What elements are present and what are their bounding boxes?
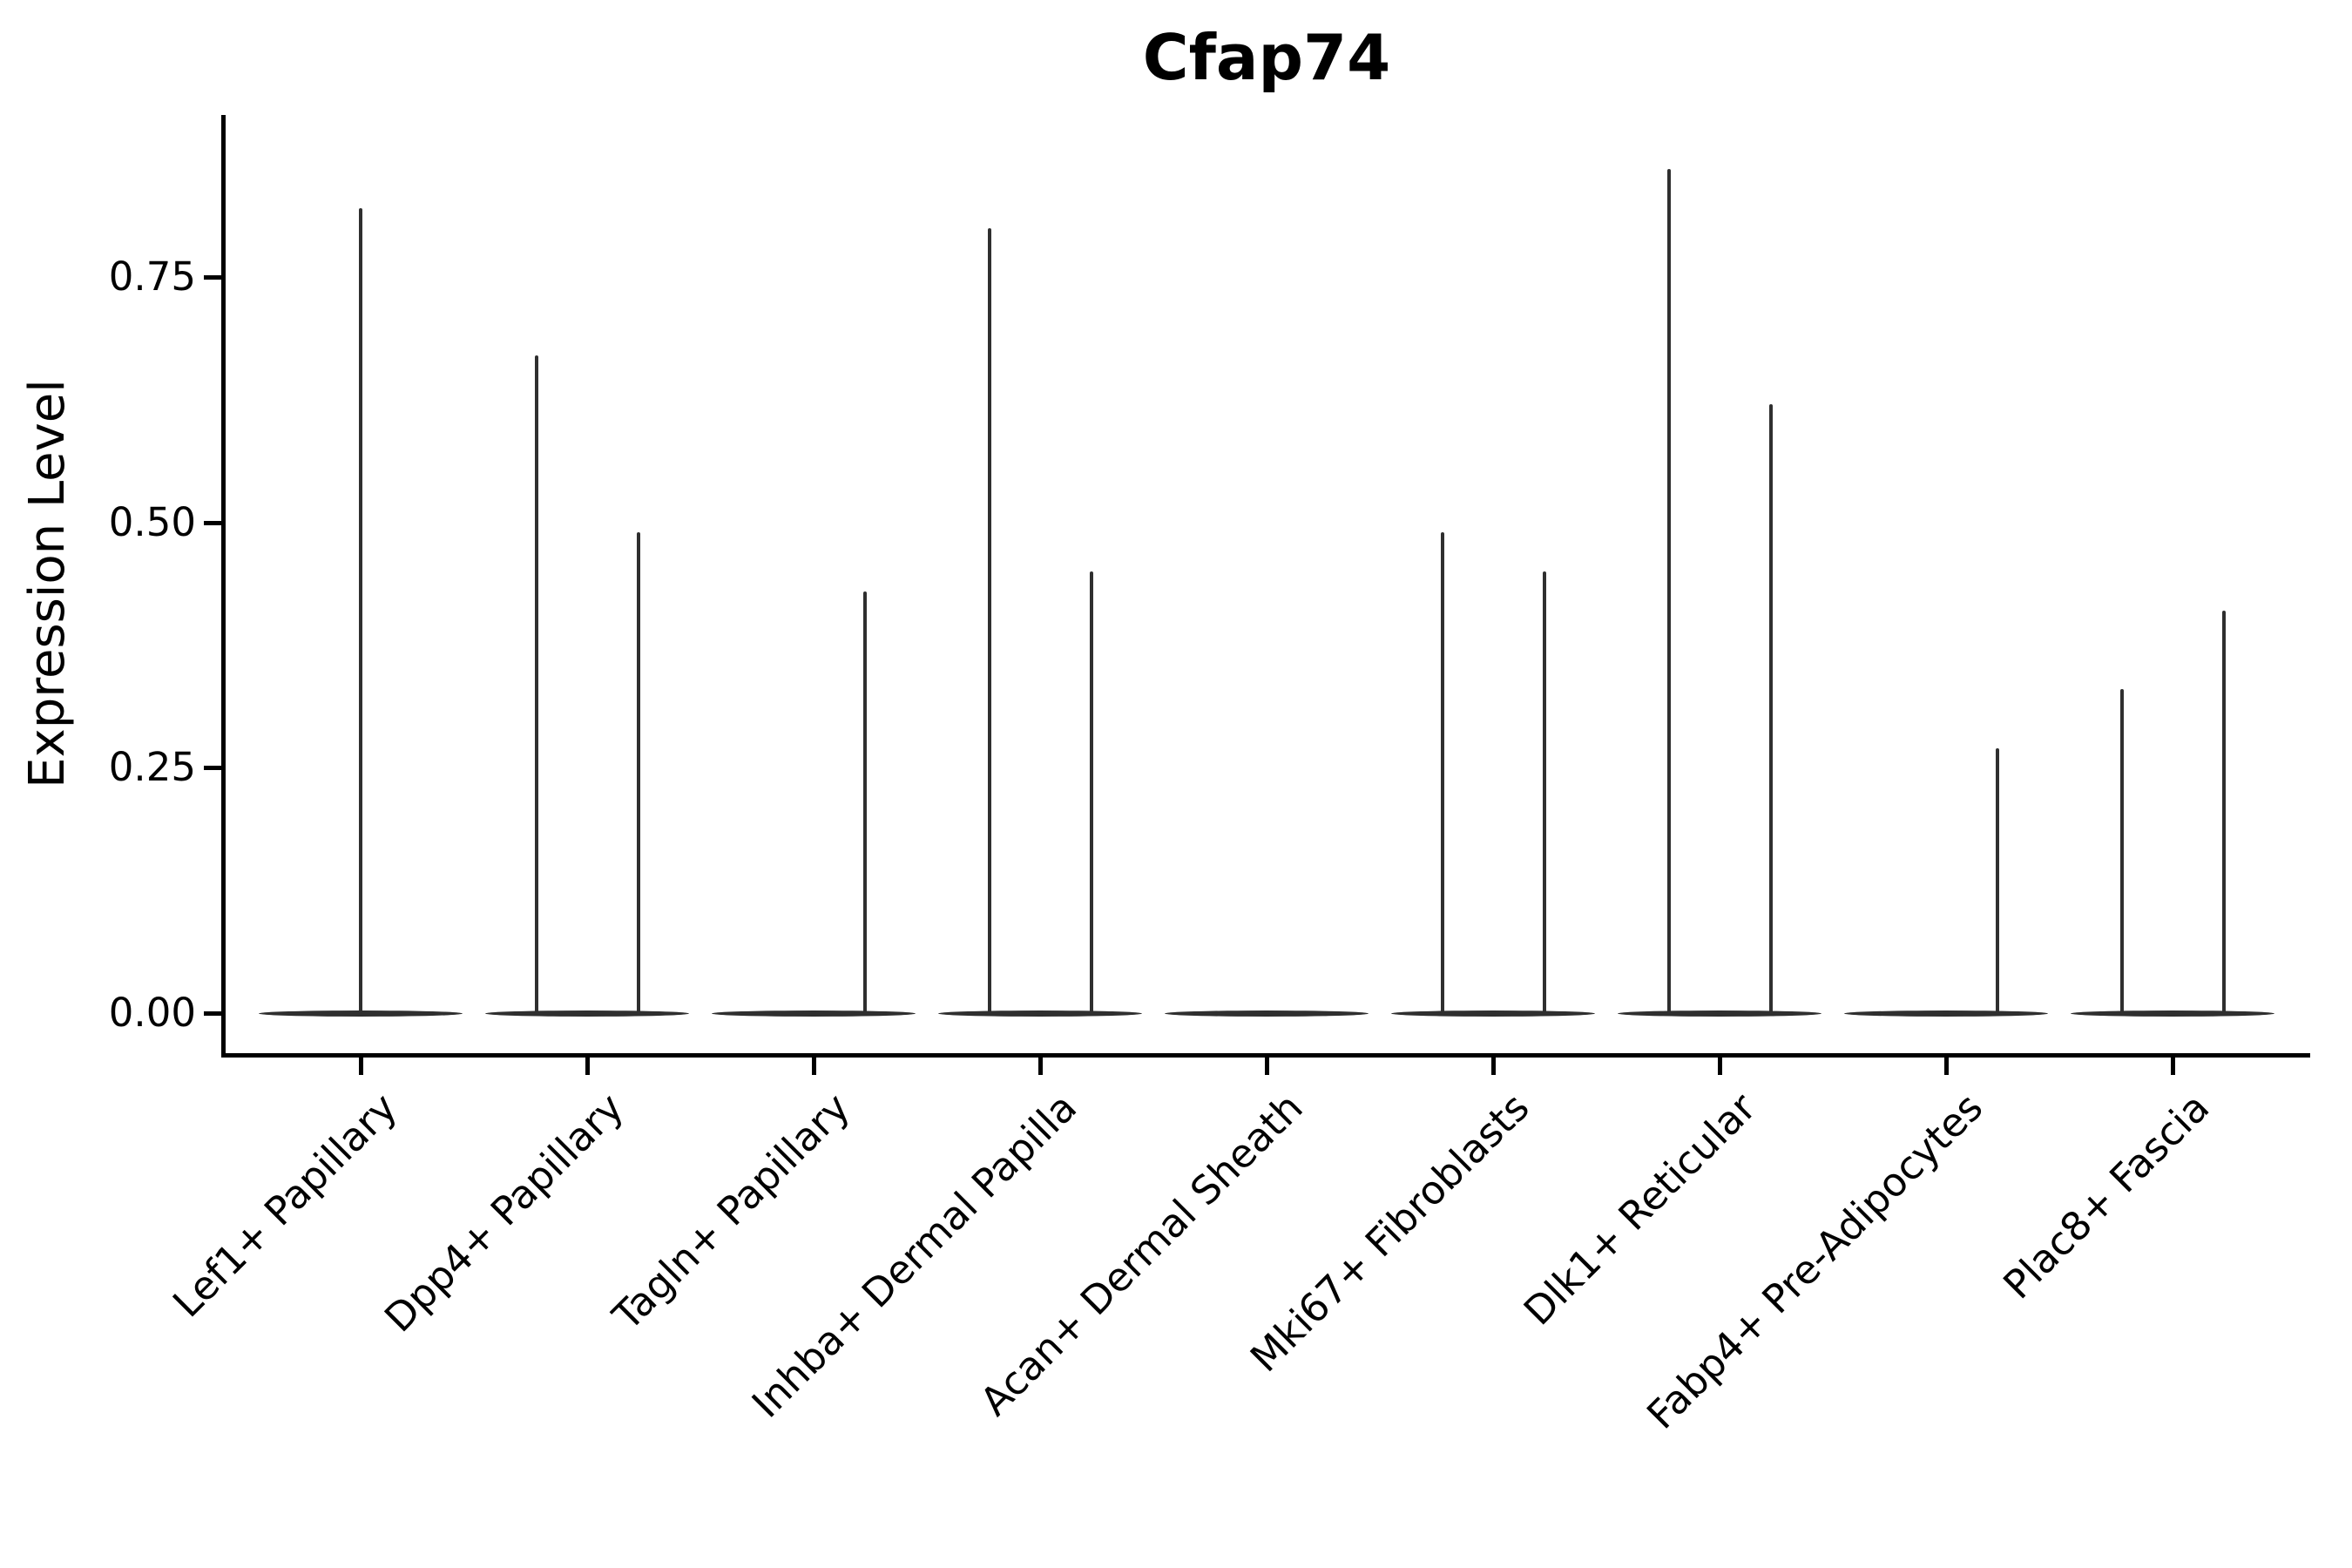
violin-spike bbox=[1666, 169, 1671, 1014]
violin-spike bbox=[1995, 747, 1999, 1014]
y-tick bbox=[204, 766, 221, 771]
x-tick bbox=[1491, 1058, 1496, 1075]
y-axis-spine bbox=[221, 115, 226, 1058]
x-tick bbox=[1265, 1058, 1269, 1075]
figure-title: Cfap74 bbox=[1142, 21, 1391, 94]
violin-spike bbox=[534, 355, 538, 1014]
violin-spike bbox=[862, 591, 867, 1014]
y-tick-label: 0.50 bbox=[108, 498, 196, 545]
x-axis-spine bbox=[221, 1053, 2310, 1058]
x-tick bbox=[2171, 1058, 2175, 1075]
violin-baseline bbox=[1844, 1010, 2048, 1017]
violin-baseline bbox=[1391, 1010, 1595, 1017]
violin-baseline bbox=[1618, 1010, 1821, 1017]
violin-spike bbox=[359, 208, 362, 1014]
x-tick bbox=[1718, 1058, 1722, 1075]
y-tick bbox=[204, 1011, 221, 1016]
x-axis-category-label: Dlk1+ Reticular bbox=[1515, 1084, 1766, 1335]
violin-baseline bbox=[938, 1010, 1142, 1017]
x-tick bbox=[1038, 1058, 1043, 1075]
y-tick-label: 0.25 bbox=[108, 744, 196, 791]
violin-spike bbox=[1440, 531, 1444, 1014]
violin-spike bbox=[1089, 571, 1093, 1014]
violin-spike bbox=[2119, 689, 2124, 1014]
violin-spike bbox=[636, 531, 640, 1014]
y-tick-label: 0.75 bbox=[108, 253, 196, 300]
x-tick bbox=[812, 1058, 816, 1075]
y-tick-label: 0.00 bbox=[108, 990, 196, 1036]
x-tick bbox=[585, 1058, 590, 1075]
x-axis-category-label: Plac8+ Fascia bbox=[1994, 1084, 2219, 1308]
violin-baseline bbox=[2071, 1010, 2274, 1017]
y-tick bbox=[204, 520, 221, 525]
x-axis-category-label: Dpp4+ Papillary bbox=[375, 1084, 633, 1342]
x-axis-category-label: Lef1+ Papillary bbox=[164, 1084, 407, 1327]
y-tick bbox=[204, 274, 221, 280]
violin-baseline bbox=[712, 1010, 916, 1017]
violin-baseline bbox=[485, 1010, 689, 1017]
violin-spike bbox=[1542, 571, 1546, 1014]
violin-baseline bbox=[1165, 1010, 1369, 1017]
violin-spike bbox=[987, 227, 991, 1014]
x-tick bbox=[1944, 1058, 1949, 1075]
y-axis-label: Expression Level bbox=[19, 379, 76, 788]
x-axis-category-label: Tagln+ Papillary bbox=[604, 1084, 860, 1340]
violin-spike bbox=[2221, 611, 2226, 1014]
x-tick bbox=[359, 1058, 363, 1075]
violin-spike bbox=[1768, 404, 1773, 1014]
